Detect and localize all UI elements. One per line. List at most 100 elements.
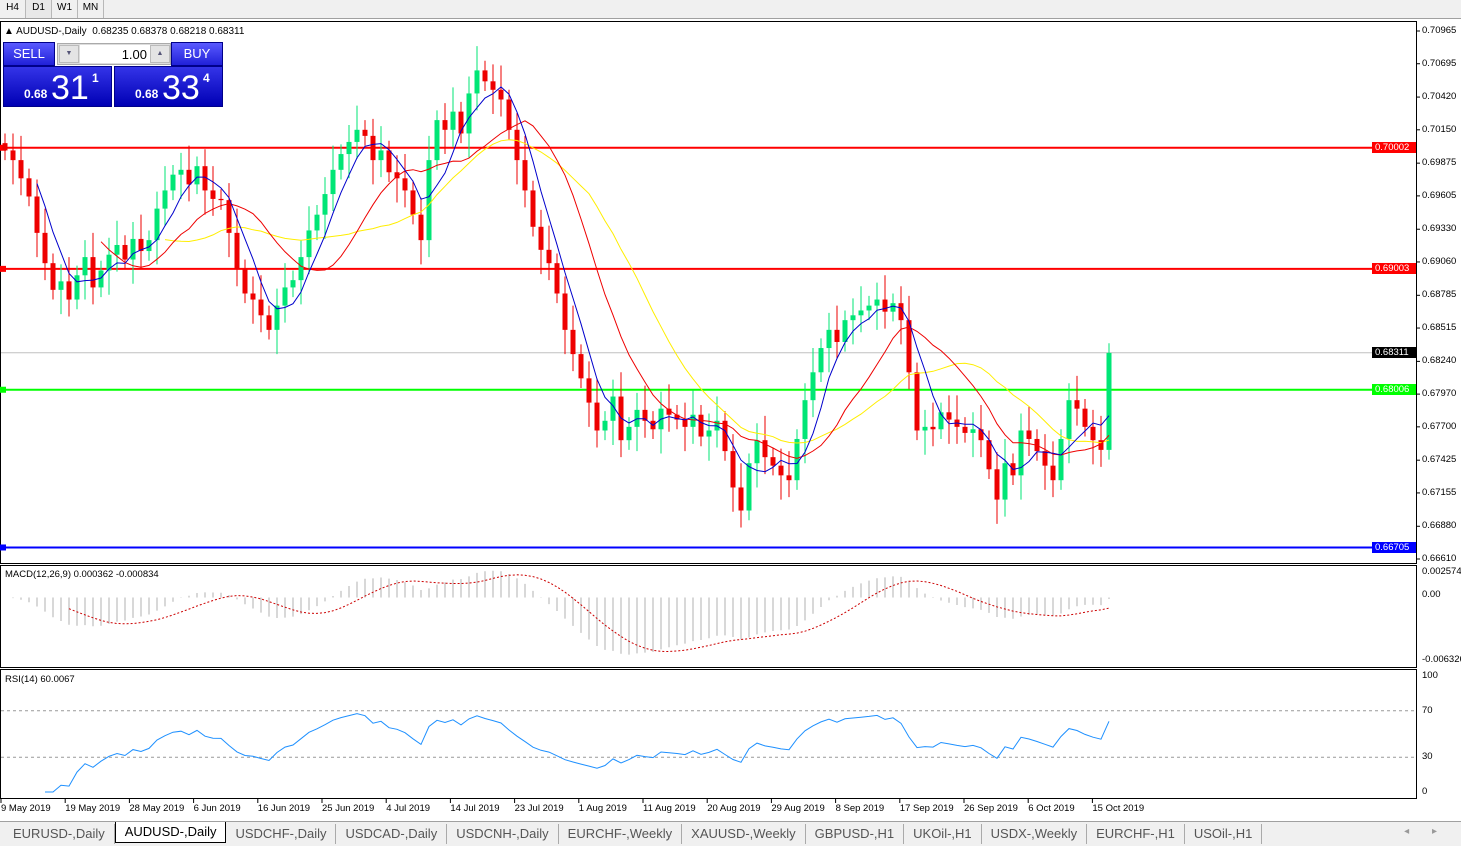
lot-input[interactable] [80, 45, 150, 63]
candle-body [850, 315, 856, 321]
sell-button[interactable]: SELL [3, 42, 55, 66]
candle-body [826, 329, 832, 349]
rsi-axis-label: 70 [1422, 704, 1433, 716]
rsi-title: RSI(14) 60.0067 [5, 674, 75, 685]
candle-body [298, 257, 304, 281]
candle-body [138, 238, 144, 252]
candle-body [842, 320, 848, 342]
chart-tab[interactable]: USOil-,H1 [1185, 824, 1263, 844]
candle-body [458, 111, 464, 134]
candle-body [474, 70, 480, 94]
chart-tab[interactable]: EURUSD-,Daily [4, 824, 115, 844]
ohlc-values: 0.68235 0.68378 0.68218 0.68311 [92, 26, 245, 37]
timeframe-h4[interactable]: H4 [0, 0, 26, 18]
level-handle[interactable] [0, 265, 6, 272]
candle-body [594, 402, 600, 431]
candle-body [746, 463, 752, 511]
candle-body [18, 160, 24, 179]
price-axis-label: 0.66880 [1422, 520, 1457, 532]
candle-body [722, 420, 728, 452]
date-axis-label: 4 Jul 2019 [386, 803, 431, 814]
price-axis-label: 0.67970 [1422, 388, 1457, 400]
buy-price-fraction: 4 [203, 71, 210, 85]
timeframe-mn[interactable]: MN [78, 0, 104, 18]
candle-body [418, 214, 424, 241]
chart-tab[interactable]: USDX-,Weekly [982, 824, 1088, 844]
chart-tab[interactable]: UKOil-,H1 [904, 824, 982, 844]
timeframe-d1[interactable]: D1 [26, 0, 52, 18]
candle-body [314, 214, 320, 231]
candle-body [242, 269, 248, 294]
candle-body [1050, 465, 1056, 481]
price-chart[interactable] [0, 0, 1461, 820]
candle-body [754, 440, 760, 464]
level-price-tag: 0.66705 [1372, 541, 1416, 553]
date-axis-label: 28 May 2019 [129, 803, 185, 814]
one-click-trading-panel: SELL ▼ ▲ BUY 0.68 31 1 0.68 33 4 [3, 42, 224, 108]
candle-body [610, 396, 616, 421]
candle-body [786, 475, 792, 481]
date-axis-label: 1 Aug 2019 [578, 803, 627, 814]
candle-body [170, 174, 176, 191]
candle-body [978, 429, 984, 441]
chart-tab[interactable]: EURCHF-,Weekly [559, 824, 683, 844]
date-axis-label: 23 Jul 2019 [514, 803, 564, 814]
candle-body [1002, 463, 1008, 500]
sell-price-fraction: 1 [92, 71, 99, 85]
chart-tab[interactable]: USDCAD-,Daily [336, 824, 448, 844]
lot-increase-button[interactable]: ▲ [150, 45, 170, 63]
candle-body [290, 280, 296, 288]
candle-body [90, 257, 96, 288]
chart-tab[interactable]: EURCHF-,H1 [1087, 824, 1185, 844]
chart-tab[interactable]: USDCHF-,Daily [226, 824, 337, 844]
candle-body [498, 89, 504, 100]
candle-body [778, 465, 784, 476]
date-axis-label: 6 Jun 2019 [193, 803, 241, 814]
buy-price[interactable]: 0.68 33 4 [114, 66, 223, 107]
candle-body [450, 111, 456, 130]
candle-body [258, 299, 264, 316]
chart-tab[interactable]: AUDUSD-,Daily [114, 822, 227, 843]
chart-tab[interactable]: USDCNH-,Daily [447, 824, 559, 844]
candle-body [738, 487, 744, 511]
price-axis-label: 0.67700 [1422, 420, 1457, 432]
buy-button[interactable]: BUY [171, 42, 223, 66]
candle-body [346, 141, 352, 155]
chart-tab[interactable]: XAUUSD-,Weekly [682, 824, 806, 844]
candle-body [666, 408, 672, 415]
date-axis-label: 15 Oct 2019 [1092, 803, 1145, 814]
candle-body [394, 172, 400, 179]
candle-body [338, 154, 344, 170]
candle-body [914, 372, 920, 431]
candle-body [250, 293, 256, 300]
candle-body [674, 414, 680, 420]
candle-body [794, 438, 800, 481]
date-axis-label: 9 May 2019 [1, 803, 51, 814]
lot-decrease-button[interactable]: ▼ [59, 45, 79, 63]
date-axis-label: 17 Sep 2019 [899, 803, 954, 814]
price-axis-label: 0.70965 [1422, 25, 1457, 36]
candle-body [426, 160, 432, 241]
candle-body [362, 129, 368, 136]
candle-body [402, 178, 408, 191]
date-axis-label: 25 Jun 2019 [322, 803, 375, 814]
candle-body [626, 426, 632, 441]
candle-body [1058, 438, 1064, 481]
rsi-panel-frame [0, 669, 1417, 799]
candle-body [522, 160, 528, 191]
candle-body [866, 305, 872, 311]
candle-body [994, 469, 1000, 500]
candle-body [42, 232, 48, 264]
rsi-axis-label: 100 [1422, 670, 1438, 681]
candle-body [682, 419, 688, 427]
candle-body [1098, 440, 1104, 450]
candle-body [34, 196, 40, 233]
timeframe-w1[interactable]: W1 [52, 0, 78, 18]
level-handle[interactable] [0, 544, 6, 551]
ma-mid-line [100, 120, 1110, 459]
tab-scroll-arrows[interactable]: ◂ ▸ [1404, 826, 1447, 837]
level-handle[interactable] [0, 386, 6, 393]
sell-price[interactable]: 0.68 31 1 [3, 66, 112, 107]
candle-body [26, 178, 32, 197]
chart-tab[interactable]: GBPUSD-,H1 [806, 824, 905, 844]
